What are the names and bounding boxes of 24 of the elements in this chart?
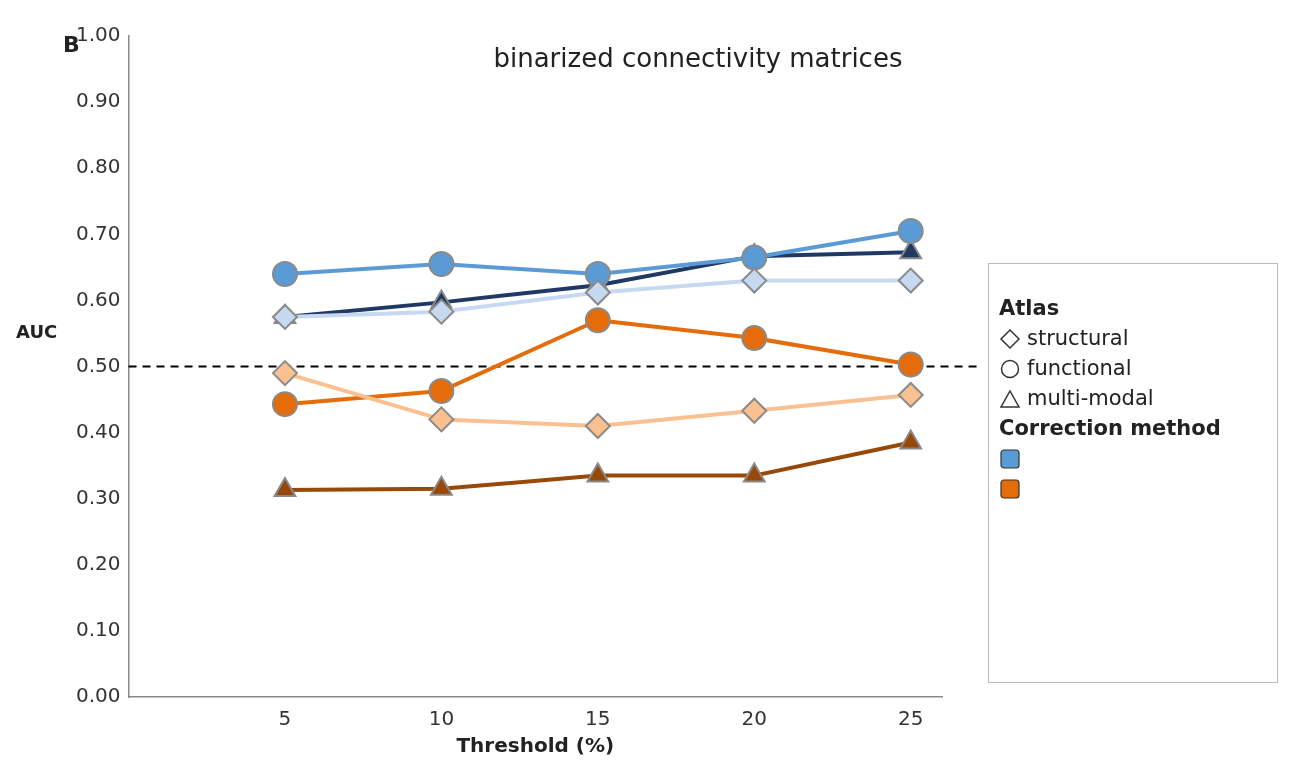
- y-tick-label: 0.00: [76, 683, 121, 708]
- x-tick-label: 5: [278, 706, 292, 731]
- y-tick-label: 0.40: [76, 418, 121, 443]
- y-tick-label: 0.90: [76, 88, 121, 113]
- x-tick-label: 25: [897, 706, 924, 731]
- text: structural: [1027, 326, 1129, 350]
- y-tick-label: 0.80: [76, 154, 121, 179]
- text: B: [63, 31, 80, 57]
- y-tick-label: 0.50: [76, 352, 121, 377]
- y-tick-label: 0.70: [76, 220, 121, 245]
- y-tick-label: 0.10: [76, 617, 121, 642]
- chart-title: binarized connectivity matrices: [493, 42, 903, 73]
- text: functional: [1027, 356, 1132, 380]
- text: Correction method: [999, 416, 1222, 440]
- y-tick-label: 0.20: [76, 551, 121, 575]
- x-tick-label: 20: [741, 706, 767, 731]
- x-tick-label: 10: [428, 706, 455, 731]
- y-tick-label: 0.30: [76, 484, 121, 509]
- text: multi-modal: [1027, 386, 1154, 410]
- legend-title: Atlas: [999, 296, 1061, 320]
- y-tick-label: 0.60: [76, 286, 121, 311]
- y-axis-title: AUC: [16, 321, 58, 343]
- x-axis-title: Threshold (%): [456, 733, 615, 758]
- x-tick-label: 15: [585, 706, 611, 731]
